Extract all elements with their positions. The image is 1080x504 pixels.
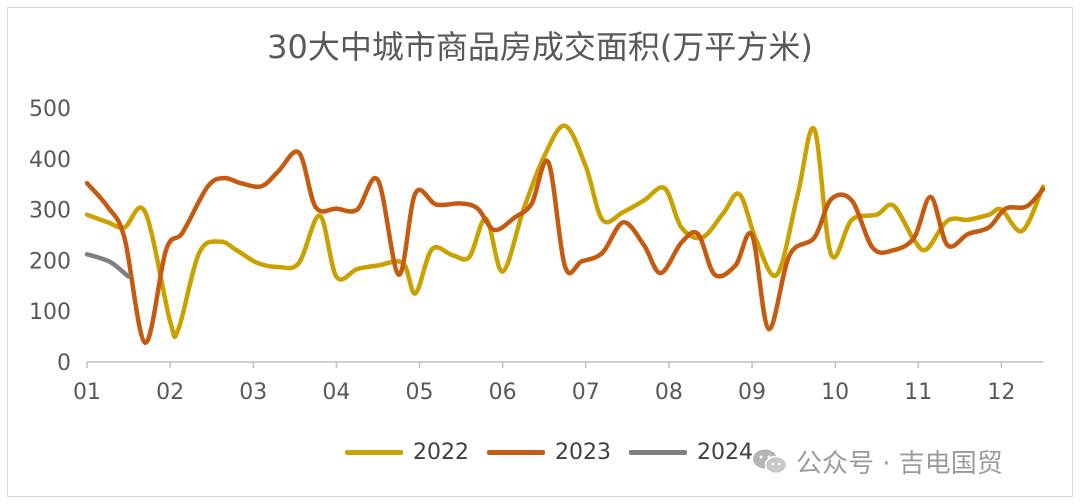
x-tick-label: 07	[572, 380, 600, 405]
legend-label-2022: 2022	[413, 440, 469, 465]
x-tick-label: 01	[73, 380, 101, 405]
y-tick-label: 300	[29, 199, 71, 224]
y-tick-label: 400	[29, 148, 71, 173]
y-tick-label: 500	[29, 97, 71, 122]
x-tick-label: 09	[738, 380, 766, 405]
watermark-text: 公众号 · 吉电国贸	[796, 449, 1003, 479]
legend-item-2022: 2022	[345, 440, 469, 465]
legend-label-2024: 2024	[697, 440, 753, 465]
legend: 2022 2023 2024	[345, 440, 753, 465]
legend-item-2023: 2023	[487, 440, 611, 465]
legend-swatch-2023	[487, 450, 545, 455]
wechat-icon	[752, 448, 788, 476]
x-tick-label: 10	[821, 380, 849, 405]
legend-swatch-2024	[629, 450, 687, 455]
legend-label-2023: 2023	[555, 440, 611, 465]
x-tick-label: 04	[322, 380, 350, 405]
x-tick-label: 08	[655, 380, 683, 405]
series-line-2023	[84, 149, 1046, 345]
x-tick-label: 12	[987, 380, 1015, 405]
x-tick-label: 05	[406, 380, 434, 405]
series-line-2024	[84, 252, 131, 279]
y-tick-label: 200	[29, 249, 71, 274]
x-tick-label: 11	[904, 380, 932, 405]
x-axis-ticks: 01 02 03 04 05 06 07 08 09 10 11 12	[73, 362, 1015, 405]
y-tick-label: 0	[57, 351, 71, 376]
x-tick-label: 03	[239, 380, 267, 405]
y-tick-label: 100	[29, 300, 71, 325]
series-group	[84, 123, 1046, 345]
series-line-2022	[84, 123, 1046, 340]
watermark: 公众号 · 吉电国贸	[752, 443, 1003, 480]
legend-swatch-2022	[345, 450, 403, 455]
chart-title: 30大中城市商品房成交面积(万平方米)	[267, 28, 813, 66]
x-tick-label: 06	[489, 380, 517, 405]
x-tick-label: 02	[156, 380, 184, 405]
y-axis-ticks: 0 100 200 300 400 500	[29, 97, 71, 376]
legend-item-2024: 2024	[629, 440, 753, 465]
